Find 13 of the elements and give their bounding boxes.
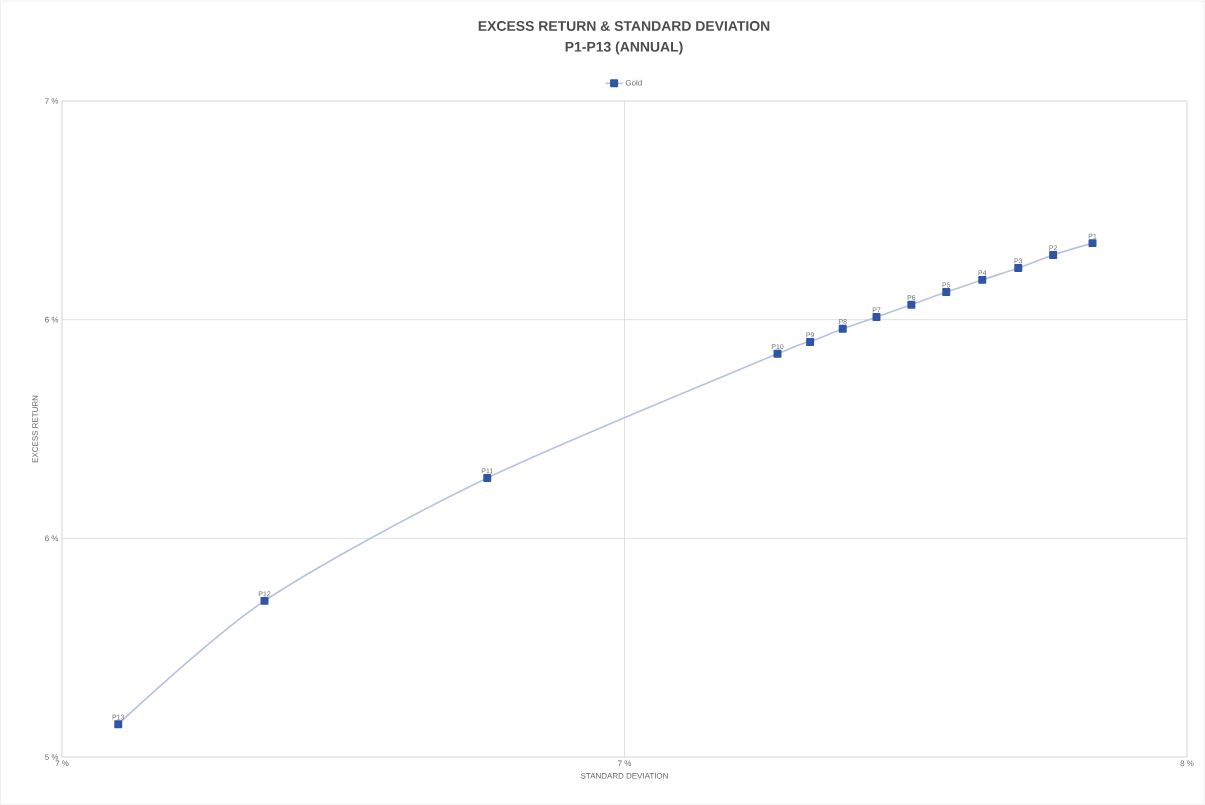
point bbox=[838, 324, 847, 333]
point bbox=[1014, 264, 1023, 273]
chart-title: EXCESS RETURN & STANDARD DEVIATION bbox=[478, 21, 770, 31]
point bbox=[942, 288, 951, 297]
point bbox=[1088, 239, 1097, 248]
chart-subtitle: P1-P13 (ANNUAL) bbox=[565, 41, 683, 55]
point bbox=[806, 337, 815, 346]
point bbox=[1049, 250, 1058, 259]
point bbox=[114, 720, 123, 729]
point bbox=[872, 313, 881, 322]
point bbox=[978, 275, 987, 284]
point bbox=[773, 349, 782, 358]
point bbox=[907, 300, 916, 309]
